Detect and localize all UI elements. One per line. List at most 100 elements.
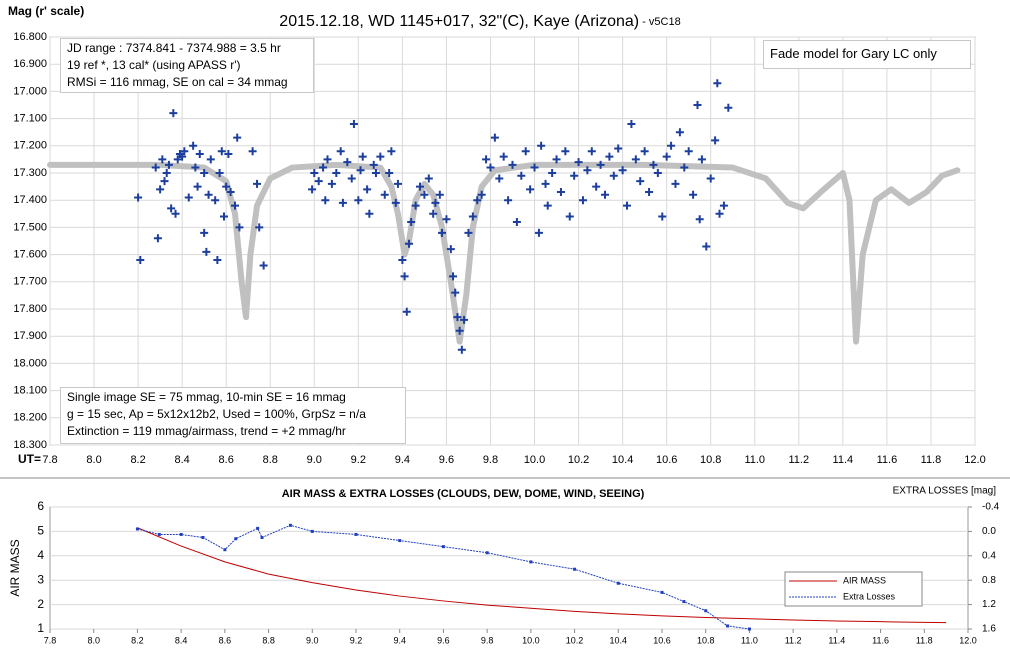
data-point — [441, 545, 445, 549]
x-tick-label: 9.4 — [393, 635, 406, 645]
y-tick-label: 17.000 — [13, 85, 47, 97]
data-point — [526, 185, 535, 194]
data-point — [253, 179, 262, 188]
data-point — [442, 215, 451, 224]
annotation: Single image SE = 75 mmag, 10-min SE = 1… — [60, 387, 406, 444]
data-point — [457, 345, 466, 354]
data-point — [719, 201, 728, 210]
data-point — [429, 209, 438, 218]
data-point — [178, 152, 187, 161]
data-point — [226, 188, 235, 197]
y-tick-label: 5 — [37, 524, 44, 538]
data-point — [689, 190, 698, 199]
data-point — [435, 190, 444, 199]
y2-tick-label: 0.0 — [982, 526, 996, 537]
data-point — [385, 169, 394, 177]
data-point — [215, 169, 224, 177]
data-point — [153, 234, 162, 243]
data-point — [200, 169, 209, 177]
title: 2015.12.18, WD 1145+017, 32"(C), Kaye (A… — [279, 13, 639, 30]
annotation-line: 19 ref *, 13 cal* (using APASS r') — [67, 58, 241, 72]
data-point — [171, 209, 180, 218]
x-tick-label: 10.6 — [656, 454, 677, 466]
x-tick-label: 8.6 — [219, 454, 234, 466]
data-point — [162, 169, 171, 177]
legend-label: AIR MASS — [843, 575, 886, 585]
x-tick-label: 10.4 — [612, 454, 633, 466]
annotation: JD range : 7374.841 - 7374.988 = 3.5 hr … — [60, 38, 314, 93]
data-point — [556, 188, 565, 197]
data-point — [200, 228, 209, 237]
data-point — [248, 147, 257, 156]
y2-tick-label: 1.2 — [982, 599, 996, 610]
x-tick-label: 10.2 — [566, 635, 584, 645]
data-point — [314, 177, 323, 186]
data-point — [627, 120, 636, 129]
data-point — [618, 166, 627, 175]
data-point — [160, 177, 169, 186]
data-point — [224, 149, 233, 158]
data-point — [601, 190, 609, 199]
legend — [784, 571, 923, 607]
data-point — [321, 196, 330, 205]
data-point — [173, 155, 182, 164]
y-tick-label: 17.500 — [13, 221, 47, 233]
data-point — [202, 247, 211, 256]
data-point — [578, 196, 587, 205]
data-point — [223, 548, 227, 552]
data-point — [365, 209, 374, 218]
data-point — [231, 201, 239, 210]
y-tick-label: 16.900 — [13, 58, 47, 70]
x-tick-label: 10.0 — [522, 635, 540, 645]
data-point — [715, 209, 724, 218]
data-point — [222, 182, 231, 191]
data-point — [605, 152, 614, 161]
data-point — [667, 141, 676, 150]
data-point — [660, 590, 664, 594]
data-point — [609, 171, 618, 180]
data-point — [169, 109, 178, 118]
data-point — [662, 152, 671, 161]
x-tick-label: 11.0 — [741, 635, 758, 645]
data-point — [570, 171, 579, 180]
data-point — [446, 245, 455, 254]
y-tick-label: 1 — [37, 621, 44, 635]
data-point — [371, 169, 380, 177]
data-point — [614, 144, 623, 153]
x-tick-label: 11.0 — [744, 454, 765, 466]
x-tick-label: 12.0 — [959, 635, 977, 645]
data-point — [706, 174, 715, 183]
data-point — [393, 179, 402, 188]
data-point — [391, 198, 400, 207]
y-tick-label: 18.200 — [13, 412, 47, 424]
y2-tick-label: 0.8 — [982, 575, 996, 586]
data-point — [135, 527, 139, 531]
data-point — [189, 141, 198, 150]
data-point — [640, 147, 649, 156]
data-point — [636, 177, 645, 186]
data-point — [616, 581, 620, 585]
y2-tick-label: -0.4 — [982, 502, 1000, 513]
data-point — [323, 155, 332, 164]
data-point — [349, 120, 358, 129]
x-tick-label: 8.0 — [87, 635, 100, 645]
data-point — [512, 217, 521, 226]
data-point — [587, 147, 596, 156]
data-point — [682, 600, 686, 604]
data-point — [233, 133, 242, 142]
data-point — [431, 198, 440, 207]
data-point — [702, 242, 711, 251]
data-point — [416, 182, 424, 191]
subtitle: - v5C18 — [639, 16, 681, 28]
legend-label: Extra Losses — [843, 591, 896, 601]
data-point — [167, 204, 176, 213]
data-point — [136, 256, 145, 265]
data-point — [675, 128, 684, 137]
data-point — [561, 147, 570, 156]
y-tick-label: 17.800 — [13, 303, 47, 315]
data-point — [631, 155, 640, 164]
data-point — [438, 228, 447, 237]
annotation-line: RMSi = 116 mmag, SE on cal = 34 mmag — [67, 75, 288, 89]
data-point — [697, 155, 706, 164]
x-tick-label: 9.8 — [483, 454, 498, 466]
